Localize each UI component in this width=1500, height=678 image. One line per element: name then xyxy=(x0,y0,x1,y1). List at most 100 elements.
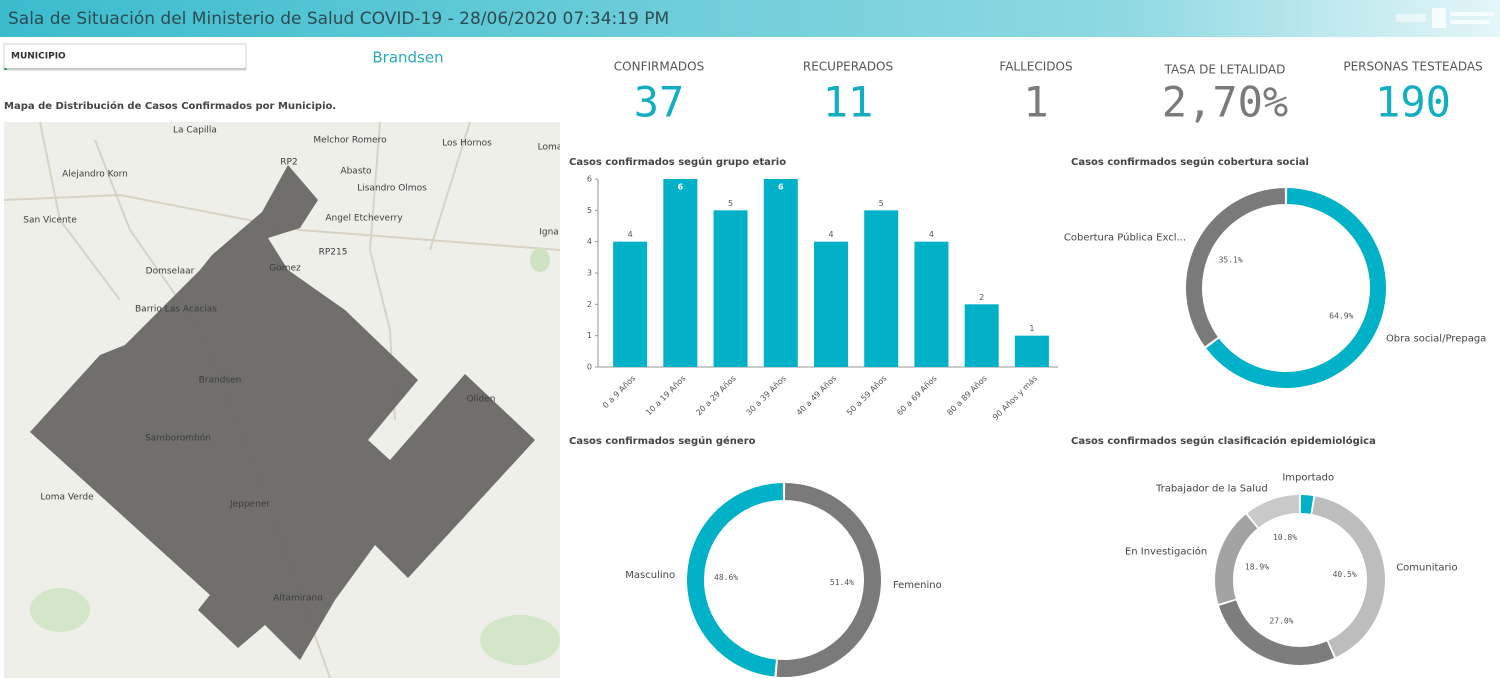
kpi-label: RECUPERADOS xyxy=(803,60,893,74)
y-tick-label: 5 xyxy=(587,206,592,215)
bar xyxy=(713,210,748,367)
x-tick-label: 60 a 69 Años xyxy=(895,374,938,417)
segment-value-label: 10.8% xyxy=(1273,533,1297,542)
map-place-label: Angel Etcheverry xyxy=(325,214,403,224)
map-place-label: Abasto xyxy=(340,167,372,177)
kpi-label: PERSONAS TESTEADAS xyxy=(1343,60,1482,74)
map-place-label: Samborombón xyxy=(145,433,211,444)
segment-value-label: 27.0% xyxy=(1269,617,1293,626)
bar xyxy=(763,179,798,367)
bar-value-label: 5 xyxy=(879,199,884,208)
donut-segment xyxy=(1219,600,1335,665)
donut-segment xyxy=(776,483,881,677)
segment-name-label: Trabajador de la Salud xyxy=(1155,484,1268,495)
segment-name-label: Importado xyxy=(1282,472,1334,483)
donut-segment xyxy=(1215,514,1258,604)
kpi-value: 2,70% xyxy=(1162,78,1288,127)
map-place-label: Igna xyxy=(539,228,559,238)
segment-value-label: 35.1% xyxy=(1219,256,1243,265)
bar xyxy=(864,210,899,367)
segment-name-label: Femenino xyxy=(893,580,942,591)
map-place-label: Loma xyxy=(538,143,563,153)
x-tick-label: 0 a 9 Años xyxy=(601,374,637,410)
filter-bar-fill xyxy=(4,68,7,70)
map-title: Mapa de Distribución de Casos Confirmado… xyxy=(4,100,336,112)
segment-name-label: En Investigación xyxy=(1125,546,1207,558)
map-place-label: Alejandro Korn xyxy=(62,170,128,180)
donut-segment xyxy=(1186,188,1285,347)
map-place-label: Domselaar xyxy=(146,267,195,277)
x-tick-label: 10 a 19 Años xyxy=(644,374,687,417)
y-tick-label: 4 xyxy=(587,237,592,246)
map-place-label: RP215 xyxy=(319,248,348,258)
y-tick-label: 6 xyxy=(587,175,592,184)
x-tick-label: 30 a 39 Años xyxy=(744,374,787,417)
x-tick-label: 40 a 49 Años xyxy=(795,374,838,417)
y-tick-label: 1 xyxy=(587,331,592,340)
segment-value-label: 18.9% xyxy=(1245,562,1269,571)
y-tick-label: 3 xyxy=(587,269,592,278)
filter-label: MUNICIPIO xyxy=(11,52,66,62)
municipio-shape[interactable] xyxy=(30,165,535,660)
map-place-label: Lisandro Olmos xyxy=(357,184,427,194)
bar-value-label: 4 xyxy=(828,230,833,239)
header-title: Sala de Situación del Ministerio de Salu… xyxy=(8,9,669,29)
kpi-label: CONFIRMADOS xyxy=(614,60,704,74)
x-tick-label: 80 a 89 Años xyxy=(945,374,988,417)
map-place-label: Altamirano xyxy=(273,594,323,604)
filter-value: Brandsen xyxy=(372,49,443,67)
bar xyxy=(964,304,999,367)
bar-value-label: 2 xyxy=(979,293,984,302)
map-place-label: Loma Verde xyxy=(40,493,94,503)
chart-title: Casos confirmados según grupo etario xyxy=(569,156,786,168)
donut-segment xyxy=(1312,496,1385,658)
segment-name-label: Cobertura Pública Excl... xyxy=(1064,231,1186,243)
chart-title: Casos confirmados según cobertura social xyxy=(1071,156,1309,168)
bar xyxy=(814,241,848,367)
x-tick-label: 50 a 59 Años xyxy=(845,374,888,417)
y-tick-label: 2 xyxy=(587,300,592,309)
segment-name-label: Obra social/Prepaga xyxy=(1386,334,1486,345)
header-bar xyxy=(0,0,1500,37)
kpi-value: 190 xyxy=(1375,78,1451,127)
donut-segment xyxy=(687,483,784,677)
logo xyxy=(1396,8,1494,28)
bar xyxy=(914,241,949,367)
bar-value-label: 4 xyxy=(929,230,934,239)
kpi-label: FALLECIDOS xyxy=(999,60,1072,74)
map-place-label: Jeppener xyxy=(229,500,270,510)
bar-value-label: 1 xyxy=(1029,324,1034,333)
filter-bar xyxy=(4,68,246,70)
map-place-label: La Capilla xyxy=(173,126,217,136)
map-place-label: Gomez xyxy=(269,264,301,274)
map-place-label: Barrio Las Acacias xyxy=(135,305,217,315)
filter-box[interactable] xyxy=(3,43,247,71)
donut-segment xyxy=(1247,495,1300,528)
kpi-value: 11 xyxy=(823,78,874,127)
x-tick-label: 90 Años y más xyxy=(991,374,1039,422)
map-place-label: Melchor Romero xyxy=(313,136,387,146)
map-place-label: Los Hornos xyxy=(442,139,492,149)
map-place-label: Brandsen xyxy=(199,376,242,386)
segment-value-label: 64.9% xyxy=(1329,311,1353,320)
map: La Capilla Melchor Romero Los Hornos Abasto… xyxy=(4,122,563,678)
chart-title: Casos confirmados según clasificación ep… xyxy=(1071,435,1376,447)
bar-value-label: 5 xyxy=(728,199,733,208)
kpi-value: 1 xyxy=(1023,78,1048,127)
bar xyxy=(663,179,698,367)
y-tick-label: 0 xyxy=(587,363,592,372)
kpi-label: TASA DE LETALIDAD xyxy=(1164,63,1286,77)
bar xyxy=(613,241,648,367)
segment-value-label: 51.4% xyxy=(830,578,854,587)
segment-value-label: 48.6% xyxy=(714,573,738,582)
chart-title: Casos confirmados según género xyxy=(569,435,756,447)
segment-name-label: Masculino xyxy=(625,570,675,581)
kpi-value: 37 xyxy=(634,78,685,127)
segment-name-label: Comunitario xyxy=(1396,563,1457,574)
map-place-label: RP2 xyxy=(280,158,297,168)
bar-value-label: 6 xyxy=(778,183,784,192)
map-place-label: San Vicente xyxy=(23,216,77,226)
map-place-label: Oliden xyxy=(466,395,495,405)
